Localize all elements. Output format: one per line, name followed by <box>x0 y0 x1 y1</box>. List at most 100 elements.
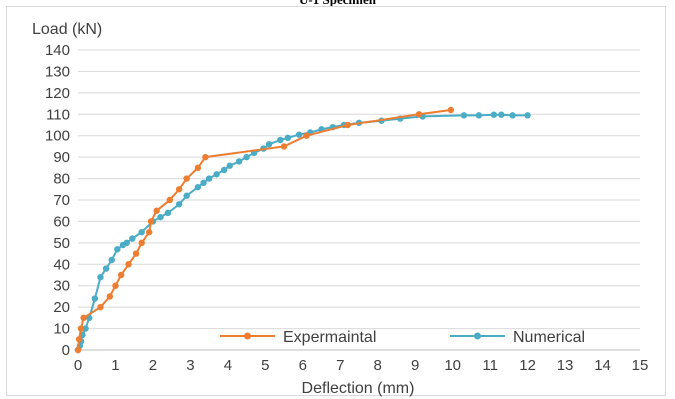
data-point <box>202 153 209 161</box>
data-point <box>117 271 125 279</box>
data-point <box>194 164 202 172</box>
series-expermaintal <box>74 106 454 354</box>
y-tick-label: 10 <box>53 321 70 338</box>
data-point <box>80 314 87 322</box>
data-point <box>175 186 183 193</box>
y-tick-label: 0 <box>62 342 70 359</box>
data-point <box>265 141 273 148</box>
y-tick-label: 120 <box>45 85 70 102</box>
data-point <box>164 209 172 217</box>
chart-frame <box>6 6 666 396</box>
data-point <box>97 303 104 311</box>
x-tick-label: 4 <box>224 357 232 374</box>
y-tick-label: 60 <box>53 213 70 230</box>
data-point <box>145 228 153 236</box>
y-tick-label: 100 <box>45 128 70 145</box>
x-axis-title: Deflection (mm) <box>302 380 415 397</box>
y-tick-label: 20 <box>53 299 70 316</box>
data-point <box>490 111 498 118</box>
x-tick-label: 15 <box>632 357 649 374</box>
series-line <box>77 113 528 351</box>
data-point <box>220 166 228 174</box>
data-point <box>132 250 140 257</box>
data-point <box>194 183 202 191</box>
data-point <box>74 346 82 354</box>
data-point <box>524 112 531 119</box>
y-axis-title: Load (kN) <box>32 21 102 38</box>
data-point <box>175 201 183 208</box>
y-tick-label: 140 <box>45 42 70 59</box>
x-tick-label: 13 <box>557 357 574 374</box>
y-tick-label: 110 <box>46 106 70 123</box>
data-point <box>205 175 213 182</box>
data-point <box>284 134 292 142</box>
x-tick-label: 1 <box>111 357 119 374</box>
x-tick-label: 12 <box>519 357 536 374</box>
data-point <box>114 246 121 253</box>
x-tick-label: 9 <box>411 357 419 374</box>
data-point <box>123 239 130 247</box>
chart-title: U-1 Specimen <box>0 0 675 8</box>
data-point <box>147 218 155 225</box>
legend-label: Expermaintal <box>283 329 376 346</box>
data-point <box>75 336 83 343</box>
series-line <box>77 109 451 351</box>
y-tick-label: 30 <box>53 278 70 295</box>
data-point <box>200 179 207 187</box>
data-point <box>226 162 233 169</box>
y-tick-label: 80 <box>53 171 70 188</box>
data-point <box>415 111 423 118</box>
y-tick-label: 70 <box>53 192 70 209</box>
data-point <box>183 175 190 182</box>
legend-item: Numerical <box>450 329 585 346</box>
x-tick-label: 6 <box>299 357 307 374</box>
data-point <box>303 132 310 139</box>
data-point <box>475 112 483 119</box>
x-tick-label: 5 <box>261 357 269 374</box>
data-point <box>129 235 136 242</box>
grid-lines <box>78 49 640 330</box>
x-tick-label: 11 <box>482 357 498 374</box>
y-tick-label: 130 <box>45 63 70 80</box>
data-point <box>82 325 89 332</box>
x-tick-label: 2 <box>149 357 157 374</box>
data-point <box>108 256 115 264</box>
data-point <box>243 153 250 161</box>
legend: Expermaintal Numerical <box>220 329 585 346</box>
y-tick-label: 90 <box>53 149 70 166</box>
x-tick-labels: 0 1 2 3 4 5 6 7 8 9 10 11 12 13 14 15 <box>74 357 649 374</box>
data-point <box>235 158 243 165</box>
data-point <box>102 265 110 272</box>
x-tick-label: 8 <box>374 357 382 374</box>
legend-label: Numerical <box>513 329 585 346</box>
x-tick-label: 0 <box>74 357 82 374</box>
data-point <box>91 295 99 302</box>
legend-item: Expermaintal <box>220 329 376 346</box>
data-point <box>97 273 104 281</box>
data-point <box>344 121 351 129</box>
y-tick-label: 40 <box>53 256 70 273</box>
data-point <box>112 282 119 289</box>
data-point <box>460 112 468 119</box>
data-point <box>447 106 454 114</box>
x-tick-label: 14 <box>594 357 611 374</box>
x-tick-label: 7 <box>336 357 344 374</box>
data-point <box>153 207 160 214</box>
data-point <box>157 213 164 221</box>
data-point <box>295 131 303 138</box>
legend-swatch-marker <box>244 332 251 340</box>
data-point <box>498 111 505 118</box>
data-point <box>106 293 114 300</box>
data-point <box>213 171 220 178</box>
data-point <box>509 112 516 119</box>
x-tick-label: 3 <box>186 357 194 374</box>
data-point <box>138 239 145 247</box>
data-point <box>280 143 288 150</box>
series-numerical <box>74 111 531 354</box>
x-tick-label: 10 <box>444 357 461 374</box>
legend-swatch-marker <box>474 332 481 340</box>
data-point <box>77 325 85 332</box>
data-point <box>125 261 132 268</box>
y-tick-label: 50 <box>53 235 70 252</box>
